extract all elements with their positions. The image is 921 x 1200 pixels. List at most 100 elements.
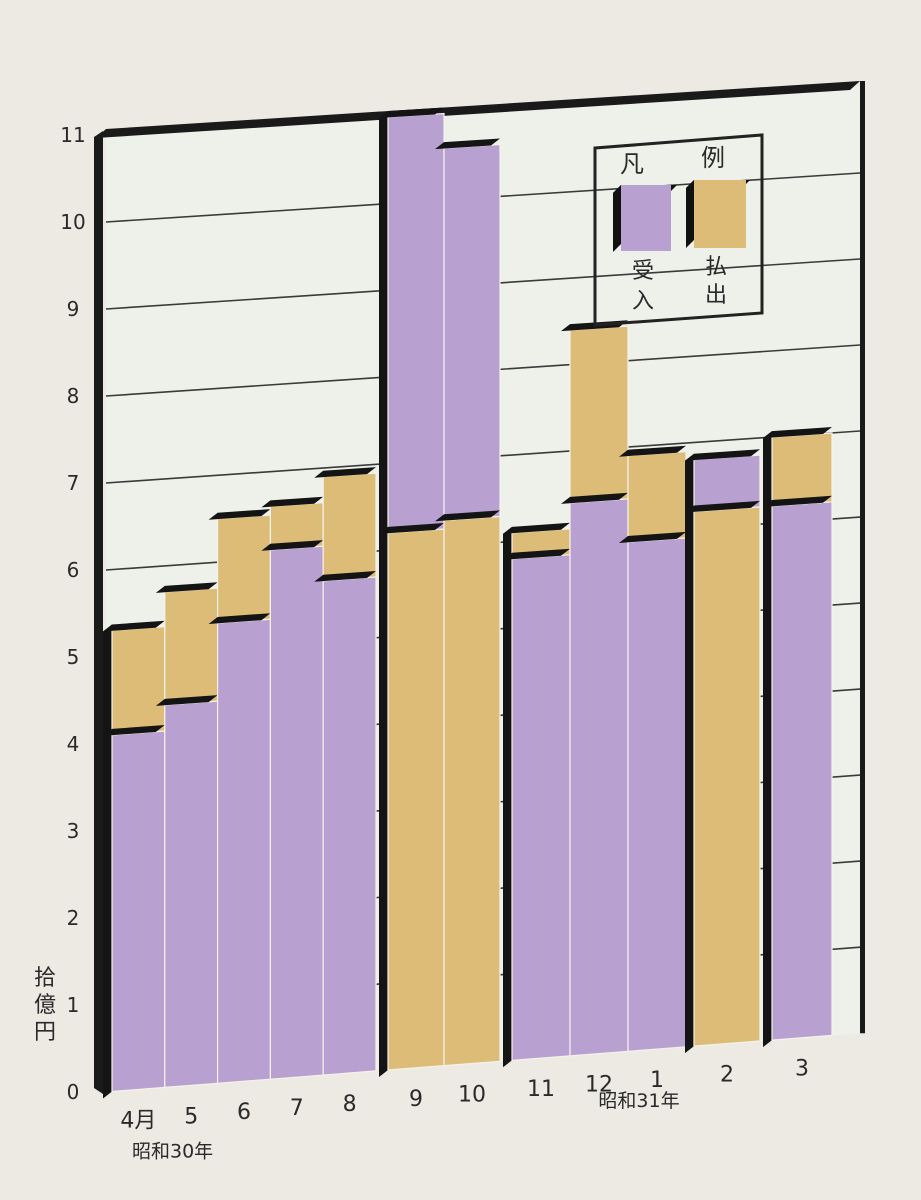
- bar-top-edge: [379, 107, 444, 118]
- x-tick-label: 11: [527, 1077, 555, 1102]
- month-bar-group: [155, 582, 219, 1089]
- bar-top-edge: [435, 138, 500, 150]
- frame-right: [860, 81, 865, 1034]
- legend-label-char: 入: [632, 289, 654, 314]
- y-tick-label: 0: [67, 1080, 80, 1104]
- bar-top-edge: [619, 531, 686, 543]
- bar-top-edge: [155, 582, 218, 593]
- legend-swatch: [694, 180, 746, 248]
- x-tick-label: 4月: [120, 1109, 156, 1134]
- bar-lower-segment: [771, 501, 833, 1041]
- unit-char: 億: [34, 993, 56, 1018]
- bar-upper-segment: [443, 143, 501, 521]
- era-label: 昭和30年: [132, 1141, 213, 1163]
- bar-lower-segment: [387, 528, 445, 1071]
- x-tick-label: 10: [458, 1083, 486, 1108]
- bar-upper-segment: [569, 325, 629, 504]
- frame-left: [94, 131, 103, 1094]
- month-bar-group: [685, 449, 761, 1054]
- bar-side-edge: [685, 453, 694, 1054]
- bar-lower-segment: [511, 554, 571, 1061]
- x-tick-label: 7: [290, 1096, 304, 1121]
- legend-box: [593, 133, 764, 327]
- bar-top-edge: [561, 492, 628, 504]
- month-bar-group: [435, 138, 501, 1067]
- bar-upper-segment: [217, 514, 271, 624]
- bar-top-edge: [503, 522, 570, 534]
- x-tick-label: 5: [184, 1104, 198, 1129]
- bar-upper-segment: [322, 472, 377, 582]
- y-tick-label: 3: [67, 819, 80, 843]
- legend-swatch: [621, 185, 671, 251]
- bar-upper-segment: [111, 626, 166, 736]
- bar-side-edge: [763, 431, 772, 1048]
- month-bar-group: [208, 509, 271, 1084]
- bar-lower-segment: [693, 506, 761, 1047]
- y-tick-label: 6: [67, 558, 80, 582]
- bar-top-edge: [685, 449, 760, 461]
- bar-layer: [103, 107, 833, 1099]
- y-tick-label: 10: [60, 210, 85, 234]
- x-tick-label: 3: [795, 1057, 809, 1082]
- legend-swatch-payments: [686, 180, 750, 248]
- bar-top-edge: [261, 540, 324, 551]
- month-bar-group: [103, 620, 166, 1099]
- month-bar-group: [561, 320, 629, 1057]
- y-tick-label: 4: [67, 732, 80, 756]
- y-tick-label: 1: [67, 993, 80, 1017]
- unit-char: 拾: [34, 966, 56, 991]
- x-tick-label: 1: [650, 1068, 664, 1093]
- bar-lower-segment: [111, 730, 166, 1093]
- y-axis-unit: 拾 億 円: [34, 966, 56, 1045]
- month-bar-group: [261, 496, 324, 1080]
- plot-frame: [94, 81, 865, 1094]
- unit-char: 円: [34, 1020, 56, 1045]
- bar-upper-segment: [627, 451, 687, 543]
- legend-swatch-receipts: [613, 185, 677, 252]
- bar-lower-segment: [443, 515, 501, 1067]
- bar-top-edge: [155, 695, 218, 706]
- legend-label-char: 受: [632, 259, 654, 284]
- bar-top-edge: [103, 725, 165, 736]
- bar-lower-segment: [322, 576, 377, 1076]
- legend-label-char: 払: [705, 255, 727, 280]
- month-bar-group: [379, 107, 445, 1077]
- y-tick-label: 9: [67, 297, 80, 321]
- x-tick-label: 2: [720, 1063, 734, 1088]
- x-tick-label: 9: [409, 1087, 423, 1112]
- bar-upper-segment: [164, 587, 219, 706]
- bar-lower-segment: [217, 618, 271, 1084]
- bar-top-edge: [763, 495, 832, 507]
- legend: 凡 例 受 入 払 出: [593, 133, 764, 327]
- bar-lower-segment: [569, 498, 629, 1057]
- bar-top-edge: [208, 509, 271, 520]
- x-tick-label: 6: [237, 1100, 251, 1125]
- bar-lower-segment: [269, 545, 324, 1080]
- bar-side-edge: [379, 111, 388, 1077]
- legend-title-char: 例: [701, 144, 725, 172]
- bar-top-edge: [208, 613, 271, 624]
- bar-side-edge: [503, 526, 512, 1068]
- bar-top-edge: [261, 496, 324, 508]
- y-tick-label: 2: [67, 906, 80, 930]
- bar-top-edge: [435, 510, 500, 522]
- bar-upper-segment: [387, 112, 445, 534]
- month-bar-group: [763, 427, 833, 1048]
- x-tick-label: 8: [343, 1092, 357, 1117]
- y-tick-label: 5: [67, 645, 80, 669]
- legend-label-char: 出: [705, 283, 727, 308]
- bar-top-edge: [619, 445, 686, 457]
- legend-title-char: 凡: [620, 150, 644, 178]
- frame-top: [96, 81, 860, 138]
- bar-top-edge: [314, 467, 376, 478]
- month-bar-group: [503, 522, 571, 1068]
- month-bar-group: [314, 467, 377, 1076]
- bar-side-edge: [103, 624, 112, 1099]
- y-tick-label: 8: [67, 384, 80, 408]
- y-tick-label: 11: [60, 123, 85, 147]
- y-tick-label: 7: [67, 471, 80, 495]
- month-bar-group: [619, 445, 687, 1052]
- bar-top-edge: [685, 500, 760, 513]
